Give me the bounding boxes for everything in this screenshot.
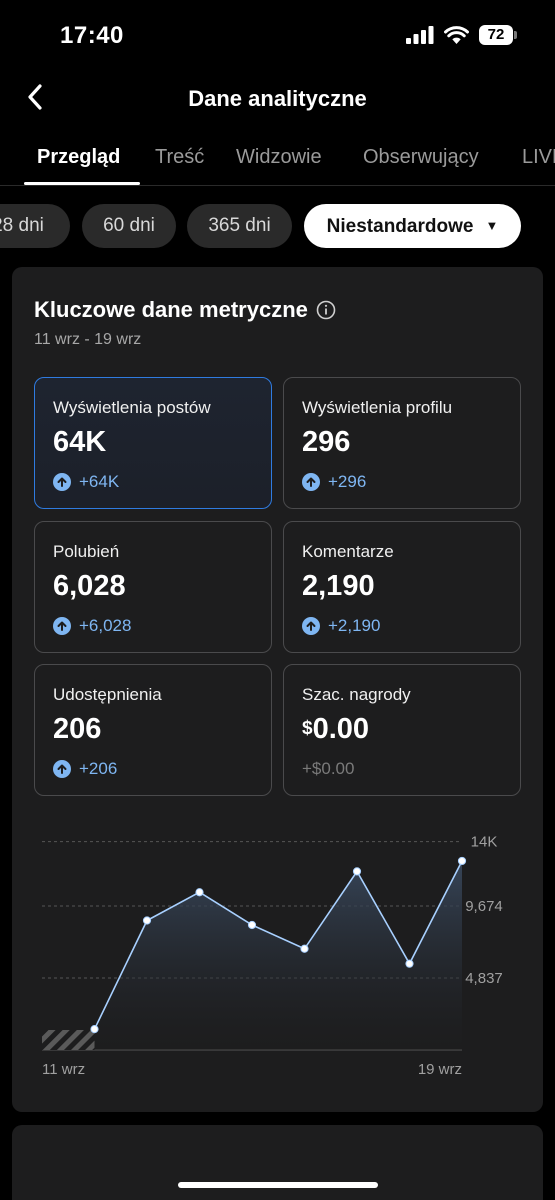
wifi-icon <box>444 25 469 44</box>
tab-content[interactable]: Treść <box>155 146 205 168</box>
chip-365-days[interactable]: 365 dni <box>187 204 292 248</box>
data-point <box>405 959 414 968</box>
chip-60-days[interactable]: 60 dni <box>82 204 176 248</box>
cellular-signal-icon <box>406 26 434 44</box>
card-title: Kluczowe dane metryczne <box>34 297 336 323</box>
range-chips: 28 dni 60 dni 365 dni Niestandardowe ▼ <box>0 204 555 250</box>
metric-value: 2,190 <box>302 570 375 602</box>
metric-delta-value: +$0.00 <box>302 759 355 778</box>
metric-estimated-rewards[interactable]: Szac. nagrody $0.00 +$0.00 <box>283 664 521 796</box>
data-point <box>195 888 204 897</box>
metric-delta: +64K <box>53 472 119 492</box>
data-point <box>142 916 152 925</box>
header: Dane analityczne <box>0 70 555 128</box>
tab-live[interactable]: LIVE <box>522 146 555 168</box>
currency-symbol: $ <box>302 718 313 739</box>
status-bar: 17:40 72 <box>0 0 555 70</box>
metric-likes[interactable]: Polubień 6,028 +6,028 <box>34 521 272 653</box>
metric-value: $0.00 <box>302 713 369 746</box>
date-range: 11 wrz - 19 wrz <box>34 331 142 348</box>
metric-delta-value: +64K <box>79 472 120 491</box>
metric-value: 296 <box>302 426 351 458</box>
back-button[interactable] <box>18 80 52 114</box>
home-indicator <box>178 1182 378 1188</box>
metric-label: Udostępnienia <box>53 685 162 704</box>
metric-delta: +6,028 <box>53 616 131 636</box>
metric-label: Wyświetlenia profilu <box>302 398 453 417</box>
card-title-text: Kluczowe dane metryczne <box>34 297 308 322</box>
arrow-up-icon <box>302 617 320 635</box>
metric-label: Komentarze <box>302 542 394 561</box>
y-tick-label: 14K <box>471 834 498 851</box>
page-title: Dane analityczne <box>188 86 367 111</box>
chevron-left-icon <box>28 84 42 110</box>
battery-icon: 72 <box>479 25 517 45</box>
no-data-hatch <box>42 1030 95 1050</box>
arrow-up-icon <box>53 760 71 778</box>
post-views-chart: 14K 9,674 4,837 11 wrz 19 wrz <box>42 834 503 1078</box>
chip-28-days[interactable]: 28 dni <box>0 204 70 248</box>
metric-delta: +$0.00 <box>302 759 354 779</box>
arrow-up-icon <box>53 473 71 491</box>
series-area <box>94 860 462 1050</box>
data-point <box>457 856 467 866</box>
metric-delta: +2,190 <box>302 616 380 636</box>
caret-down-icon: ▼ <box>485 218 499 233</box>
x-tick-label: 11 wrz <box>42 1061 85 1078</box>
metric-value: 206 <box>53 713 102 745</box>
next-card <box>12 1125 543 1200</box>
status-icons: 72 <box>406 25 517 45</box>
arrow-up-icon <box>302 473 320 491</box>
info-icon[interactable] <box>316 300 336 320</box>
status-time: 17:40 <box>60 22 124 49</box>
chip-custom-range[interactable]: Niestandardowe ▼ <box>304 204 521 248</box>
data-point <box>300 944 309 953</box>
tab-followers[interactable]: Obserwujący <box>363 146 479 168</box>
y-tick-label: 9,674 <box>465 898 503 915</box>
data-point <box>90 1025 99 1034</box>
metric-delta-value: +2,190 <box>328 616 381 635</box>
metric-label: Wyświetlenia postów <box>53 398 211 417</box>
tab-viewers[interactable]: Widzowie <box>236 146 322 168</box>
battery-level: 72 <box>479 25 513 45</box>
metric-delta-value: +206 <box>79 759 118 778</box>
tab-bar: Przegląd Treść Widzowie Obserwujący LIVE <box>0 128 555 186</box>
y-tick-label: 4,837 <box>465 970 503 987</box>
chip-custom-label: Niestandardowe <box>326 216 474 237</box>
metric-delta-value: +296 <box>328 472 367 491</box>
metric-delta-value: +6,028 <box>79 616 132 635</box>
metric-comments[interactable]: Komentarze 2,190 +2,190 <box>283 521 521 653</box>
key-metrics-card: Kluczowe dane metryczne 11 wrz - 19 wrz … <box>12 267 543 1112</box>
metric-post-views[interactable]: Wyświetlenia postów 64K +64K <box>34 377 272 509</box>
metric-value: 64K <box>53 426 107 458</box>
data-point <box>247 920 257 930</box>
metric-shares[interactable]: Udostępnienia 206 +206 <box>34 664 272 796</box>
series-line <box>93 860 463 1030</box>
metric-delta: +296 <box>302 472 366 492</box>
metric-value: 6,028 <box>53 570 126 602</box>
tab-overview[interactable]: Przegląd <box>37 146 121 168</box>
metric-profile-views[interactable]: Wyświetlenia profilu 296 +296 <box>283 377 521 509</box>
tab-active-indicator <box>24 182 140 185</box>
metric-label: Polubień <box>53 542 120 561</box>
x-tick-label: 19 wrz <box>418 1061 462 1078</box>
metric-value-number: 0.00 <box>312 713 370 745</box>
metric-label: Szac. nagrody <box>302 685 411 704</box>
arrow-up-icon <box>53 617 71 635</box>
data-point <box>352 867 362 876</box>
metric-delta: +206 <box>53 759 117 779</box>
